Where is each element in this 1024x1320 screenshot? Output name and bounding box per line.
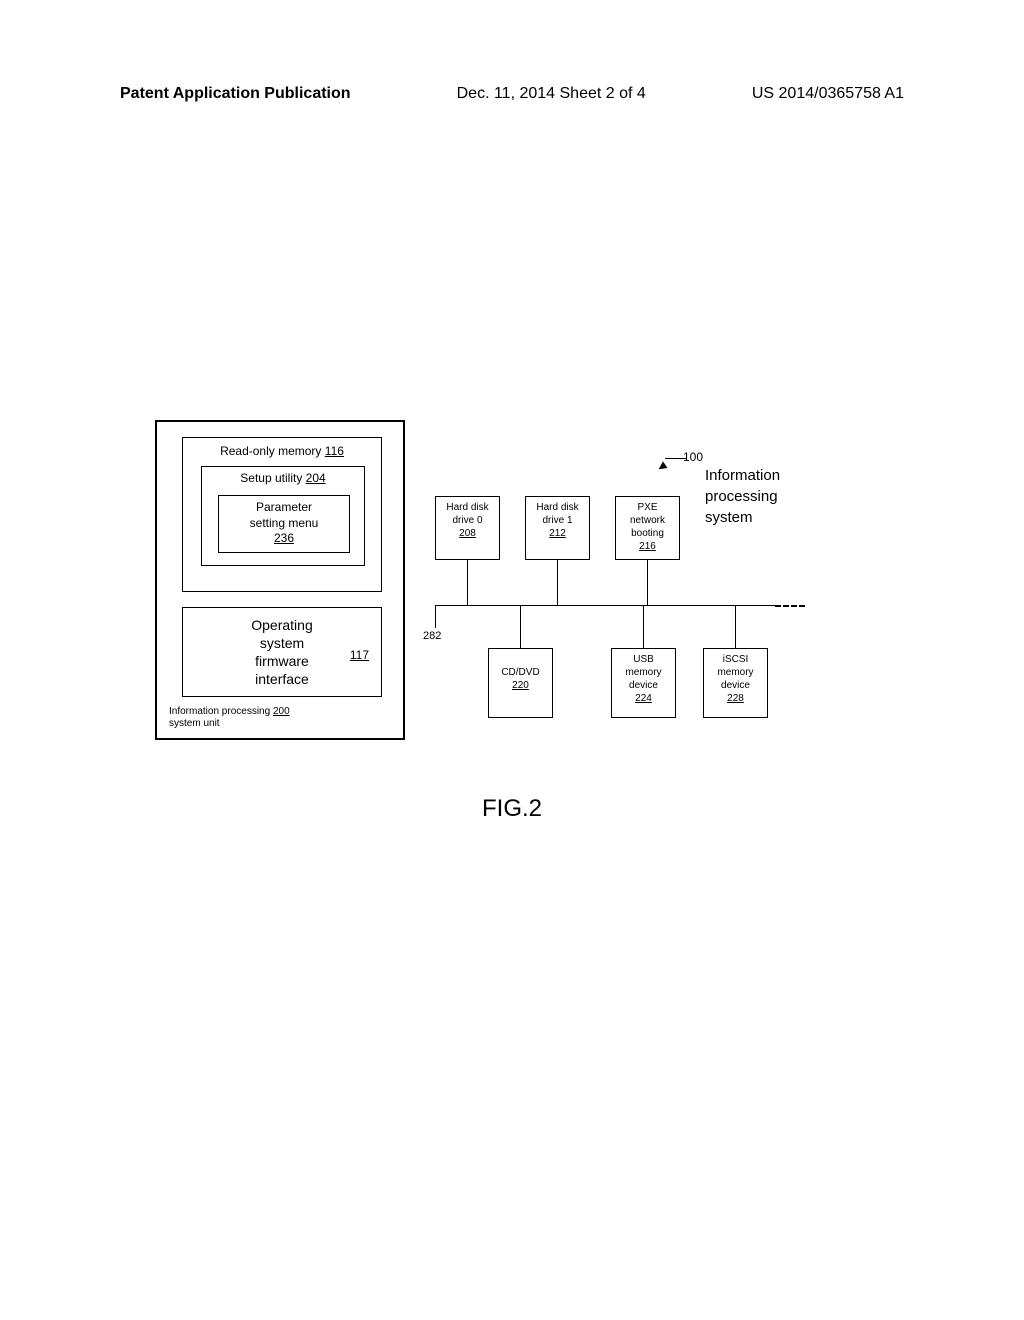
system-ref-label: 100 [683, 450, 703, 464]
figure-caption: FIG.2 [0, 795, 1024, 823]
system-leader-arrow [656, 461, 667, 472]
bus-line-extension [775, 605, 805, 607]
pxe-l3: booting [631, 528, 664, 539]
figure-2-diagram: Information processing 200 system unit R… [155, 420, 875, 760]
conn-hdd0 [467, 560, 468, 605]
page-header: Patent Application Publication Dec. 11, … [0, 85, 1024, 103]
usb-box: USB memory device 224 [611, 648, 676, 718]
setup-ref: 204 [306, 471, 326, 485]
unit-label-line2: system unit [169, 718, 220, 729]
pxe-box: PXE network booting 216 [615, 496, 680, 560]
conn-iscsi [735, 605, 736, 648]
conn-cddvd [520, 605, 521, 648]
rom-box: Read-only memory 116 Setup utility 204 P… [182, 437, 382, 592]
osfw-l4: interface [255, 671, 309, 687]
param-menu-box: Parameter setting menu 236 [218, 495, 350, 553]
hdd0-ref: 208 [459, 528, 476, 539]
system-unit-label: Information processing 200 system unit [169, 706, 290, 730]
iscsi-l3: device [721, 680, 750, 691]
unit-ref: 200 [273, 706, 290, 717]
bus-ref-label: 282 [423, 630, 441, 642]
header-left: Patent Application Publication [120, 85, 351, 103]
conn-usb [643, 605, 644, 648]
syslabel-l1: Information [705, 467, 780, 484]
setup-title: Setup utility 204 [202, 471, 364, 487]
cddvd-l1: CD/DVD [501, 667, 539, 678]
osfw-text: Operating system firmware interface [251, 616, 312, 689]
rom-ref: 116 [325, 444, 344, 458]
system-label: Information processing system [705, 465, 780, 528]
param-l1: Parameter [256, 500, 312, 514]
pxe-ref: 216 [639, 541, 656, 552]
hdd1-l1: Hard disk [536, 502, 578, 513]
setup-utility-box: Setup utility 204 Parameter setting menu… [201, 466, 365, 566]
iscsi-l2: memory [717, 667, 753, 678]
syslabel-l3: system [705, 509, 753, 526]
bus-leader-line [435, 606, 436, 628]
osfw-l2: system [260, 635, 304, 651]
hdd0-l1: Hard disk [446, 502, 488, 513]
hdd1-box: Hard disk drive 1 212 [525, 496, 590, 560]
system-unit-box: Information processing 200 system unit R… [155, 420, 405, 740]
osfw-ref: 117 [350, 648, 369, 664]
hdd0-box: Hard disk drive 0 208 [435, 496, 500, 560]
conn-hdd1 [557, 560, 558, 605]
usb-l1: USB [633, 654, 654, 665]
os-firmware-box: Operating system firmware interface 117 [182, 607, 382, 697]
iscsi-ref: 228 [727, 693, 744, 704]
setup-title-text: Setup utility [240, 471, 302, 485]
pxe-l1: PXE [637, 502, 657, 513]
bus-line [435, 605, 775, 606]
syslabel-l2: processing [705, 488, 778, 505]
usb-ref: 224 [635, 693, 652, 704]
header-center: Dec. 11, 2014 Sheet 2 of 4 [457, 85, 646, 103]
hdd1-l2: drive 1 [542, 515, 572, 526]
osfw-l1: Operating [251, 617, 312, 633]
param-l2: setting menu [250, 516, 319, 530]
iscsi-l1: iSCSI [723, 654, 749, 665]
cddvd-ref: 220 [512, 680, 529, 691]
usb-l2: memory [625, 667, 661, 678]
conn-pxe [647, 560, 648, 605]
header-right: US 2014/0365758 A1 [752, 85, 904, 103]
unit-label-line1: Information processing [169, 706, 270, 717]
rom-title: Read-only memory 116 [183, 444, 381, 460]
cddvd-box: CD/DVD 220 [488, 648, 553, 718]
hdd1-ref: 212 [549, 528, 566, 539]
pxe-l2: network [630, 515, 665, 526]
param-ref: 236 [274, 531, 294, 545]
rom-title-text: Read-only memory [220, 444, 321, 458]
iscsi-box: iSCSI memory device 228 [703, 648, 768, 718]
hdd0-l2: drive 0 [452, 515, 482, 526]
osfw-l3: firmware [255, 653, 309, 669]
usb-l3: device [629, 680, 658, 691]
